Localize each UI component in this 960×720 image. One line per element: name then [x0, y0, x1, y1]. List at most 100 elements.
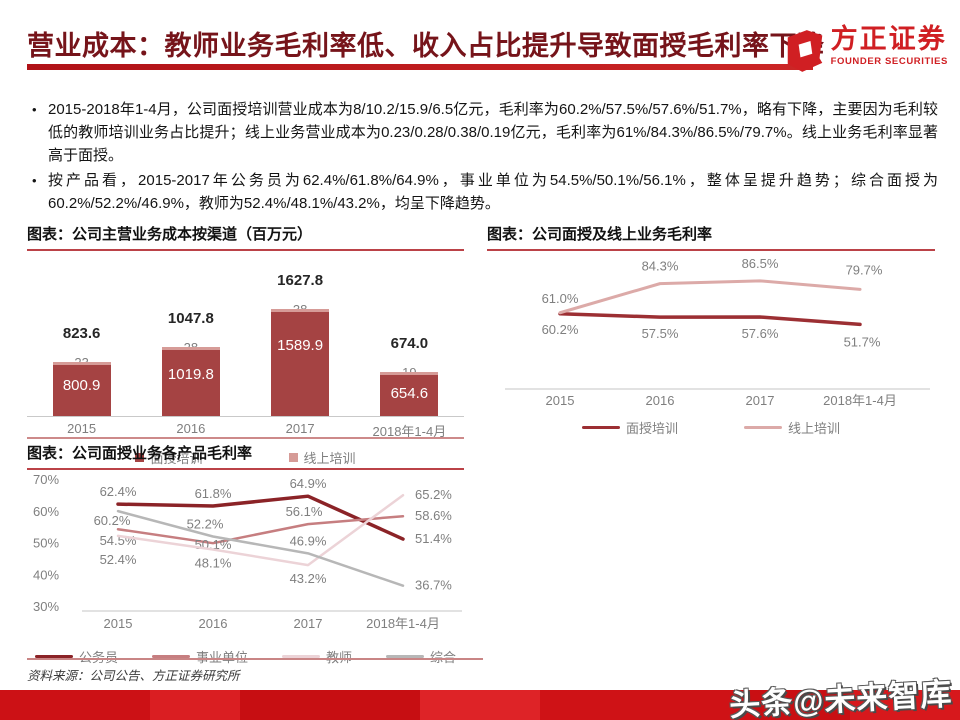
- y-tick-label: 50%: [33, 536, 59, 551]
- legend-item: 面授培训: [135, 448, 203, 467]
- legend-swatch: [744, 426, 782, 429]
- legend-swatch: [288, 453, 298, 462]
- chart-cost-by-channel: 图表：公司主营业务成本按渠道（百万元） 823.623800.91047.828…: [27, 221, 464, 467]
- stacked-bar: 1019.8: [161, 347, 220, 416]
- bar-group: 674.019654.6: [355, 279, 464, 416]
- title-underline: [27, 64, 813, 70]
- legend-item: 线上培训: [288, 448, 356, 467]
- data-label: 61.8%: [195, 486, 232, 501]
- legend: 公务员 事业单位 教师 综合: [27, 647, 464, 666]
- source-block: 资料来源：公司公告、方正证券研究所: [27, 658, 483, 684]
- summary-bullets: 2015-2018年1-4月，公司面授培训营业成本为8/10.2/15.9/6.…: [30, 98, 938, 217]
- x-tick-label: 2017: [294, 616, 323, 631]
- bar-group: 1047.8281019.8: [136, 279, 245, 416]
- bar-offline-value-label: 800.9: [62, 377, 101, 395]
- band-segment: [150, 690, 240, 720]
- bar-plot: 823.623800.91047.8281019.81627.8381589.9…: [27, 272, 464, 417]
- footer-red-band: [0, 690, 960, 720]
- legend-item: 线上培训: [744, 418, 840, 437]
- legend-swatch: [282, 655, 320, 658]
- y-tick-label: 40%: [33, 567, 59, 582]
- x-tick-label: 2015: [546, 393, 575, 408]
- logo-en-text: FOUNDER SECURITIES: [830, 56, 948, 67]
- legend-label: 综合: [430, 650, 457, 665]
- data-label: 57.6%: [742, 326, 779, 341]
- line-plot: 2015 2016 2017 2018年1-4月 60.2% 57.5% 57.6% 51.7…: [505, 256, 930, 408]
- line-series-综合: [116, 509, 405, 587]
- bar-segment-online: [271, 309, 330, 312]
- bar-offline-value-label: 1589.9: [277, 336, 324, 354]
- logo-cn-text: 方正证券: [830, 24, 947, 54]
- line-series-线上培训: [558, 279, 862, 315]
- bar-group: 1627.8381589.9: [246, 272, 355, 416]
- data-label: 43.2%: [290, 571, 327, 586]
- data-label: 65.2%: [415, 487, 452, 502]
- legend-swatch: [34, 655, 73, 658]
- stacked-bar: 654.6: [380, 372, 439, 416]
- y-tick-label: 30%: [33, 599, 59, 614]
- data-label: 60.2%: [94, 513, 131, 528]
- line-series-教师: [116, 493, 405, 567]
- band-segment: [540, 690, 750, 720]
- logo-text: 方正证券 FOUNDER SECURITIES: [831, 24, 948, 67]
- data-label: 52.4%: [100, 552, 137, 567]
- bar-total-label: 674.0: [390, 335, 429, 352]
- data-label: 52.2%: [187, 517, 224, 532]
- legend-label: 线上培训: [788, 421, 841, 436]
- band-segment: [0, 690, 150, 720]
- legend: 面授培训 线上培训: [27, 448, 464, 467]
- legend-item: 综合: [386, 647, 456, 666]
- stacked-bar: 1589.9: [271, 309, 330, 416]
- data-label: 84.3%: [642, 259, 679, 274]
- legend-item: 教师: [282, 647, 352, 666]
- legend-item: 面授培训: [581, 418, 678, 437]
- legend: 面授培训 线上培训: [487, 418, 935, 437]
- band-segment: [750, 690, 850, 720]
- x-tick-label: 2017: [285, 421, 315, 436]
- x-tick-label: 2015: [67, 421, 97, 436]
- bar-segment-online: [380, 372, 439, 375]
- line-series-面授培训: [558, 312, 862, 327]
- chart-title: 图表：公司面授业务各产品毛利率: [27, 440, 464, 470]
- line-series-事业单位: [116, 514, 405, 545]
- x-axis-labels: 2015 2016 2017 2018年1-4月: [27, 421, 464, 440]
- bar-offline-value-label: 654.6: [390, 384, 429, 402]
- band-segment: [420, 690, 540, 720]
- bar-segment-online: [52, 362, 111, 365]
- bullet-item-1: 2015-2018年1-4月，公司面授培训营业成本为8/10.2/15.9/6.…: [30, 98, 938, 167]
- bar-total-label: 1627.8: [277, 272, 324, 289]
- x-tick-label: 2018年1-4月: [366, 616, 440, 631]
- bar-offline-value-label: 1019.8: [167, 365, 214, 383]
- band-segment: [850, 690, 960, 720]
- data-label: 51.4%: [415, 531, 452, 546]
- band-segment: [240, 690, 420, 720]
- x-tick-label: 2016: [646, 393, 675, 408]
- data-label: 61.0%: [542, 291, 579, 306]
- data-label: 86.5%: [742, 256, 779, 271]
- bar-total-label: 1047.8: [167, 310, 214, 327]
- data-label: 36.7%: [415, 578, 452, 593]
- data-label: 58.6%: [415, 508, 452, 523]
- bar-segment-offline: 1589.9: [271, 312, 330, 416]
- watermark-text: 头条@未来智库: [728, 676, 953, 720]
- chart-gross-margin-channel: 图表：公司面授及线上业务毛利率 2015 2016 2017 2018年1-4月 60.…: [487, 221, 935, 437]
- x-tick-label: 2017: [746, 393, 775, 408]
- stacked-bar: 800.9: [52, 362, 111, 416]
- y-tick-label: 60%: [33, 504, 59, 519]
- founder-securities-logo: 方正证券 FOUNDER SECURITIES: [785, 24, 948, 74]
- legend-item: 事业单位: [151, 647, 248, 666]
- data-label: 60.2%: [542, 322, 579, 337]
- x-tick-label: 2015: [104, 616, 133, 631]
- legend-item: 公务员: [34, 647, 118, 666]
- bar-segment-offline: 800.9: [52, 365, 111, 416]
- bar-segment-offline: 654.6: [380, 375, 439, 416]
- bar-group: 823.623800.9: [27, 279, 136, 416]
- data-label: 57.5%: [642, 326, 679, 341]
- data-label: 64.9%: [290, 476, 327, 491]
- x-tick-label: 2018年1-4月: [372, 424, 447, 439]
- founder-logo-mark-icon: [787, 30, 822, 72]
- bar-segment-online: [161, 347, 220, 350]
- legend-label: 公务员: [78, 650, 118, 665]
- source-note: 资料来源：公司公告、方正证券研究所: [27, 669, 240, 683]
- bar-segment-offline: 1019.8: [161, 350, 220, 416]
